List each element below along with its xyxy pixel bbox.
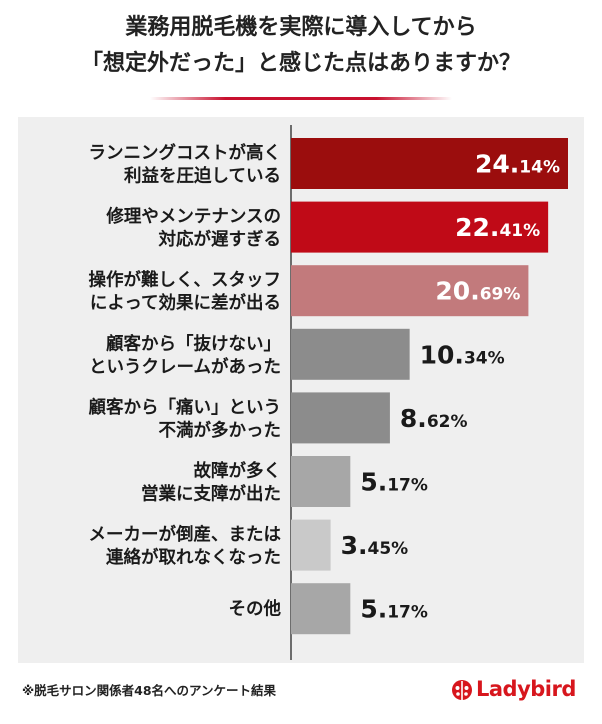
logo-text: Ladybird	[476, 677, 576, 701]
title-line-1: 業務用脱毛機を実際に導入してから	[125, 15, 477, 40]
ladybug-icon	[452, 680, 472, 700]
value-label-7: 3.45%	[341, 531, 409, 560]
bar-3	[291, 265, 529, 317]
footnote: ※脱毛サロン関係者48名へのアンケート結果	[22, 683, 277, 698]
category-label-1: ランニングコストが高く利益を圧迫している	[89, 143, 282, 187]
value-label-6: 5.17%	[360, 468, 428, 497]
bar-6	[291, 456, 351, 507]
value-label-5: 8.62%	[400, 404, 468, 433]
chart-title: 業務用脱毛機を実際に導入してから 「想定外だった」と感じた点はありますか？	[0, 10, 602, 82]
category-label-5: 顧客から「痛い」という不満が多かった	[89, 397, 282, 441]
bar-4	[291, 328, 410, 380]
category-axis-line	[290, 125, 292, 660]
bar-7	[291, 519, 331, 571]
value-label-1: 24.14%	[475, 150, 560, 179]
category-label-3: 操作が難しく、スタッフによって効果に差が出る	[89, 270, 282, 314]
value-label-3: 20.69%	[435, 277, 520, 306]
value-label-4: 10.34%	[420, 340, 505, 369]
bar-5	[291, 392, 390, 444]
category-label-8: その他	[229, 599, 282, 620]
title-underline	[150, 97, 452, 100]
category-label-6: 故障が多く営業に支障が出た	[141, 461, 281, 505]
value-label-8: 5.17%	[360, 595, 428, 624]
value-label-2: 22.41%	[455, 213, 540, 242]
bar-8	[291, 583, 351, 635]
ladybird-logo: Ladybird	[450, 676, 576, 702]
category-label-7: メーカーが倒産、または連絡が取れなくなった	[89, 524, 282, 568]
title-line-2: 「想定外だった」と感じた点はありますか？	[80, 51, 521, 76]
bar-1	[291, 138, 568, 189]
category-label-2: 修理やメンテナンスの対応が遅すぎる	[105, 206, 281, 250]
category-label-4: 顧客から「抜けない」というクレームがあった	[89, 333, 281, 377]
bar-2	[291, 201, 549, 253]
